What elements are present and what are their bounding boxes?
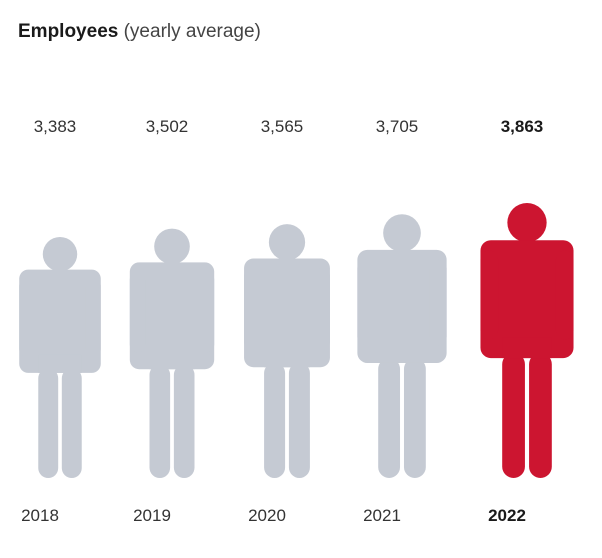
year-label-2019: 2019 [133, 506, 171, 525]
person-figure-2022 [480, 203, 574, 478]
value-label-2019: 3,502 [146, 117, 189, 136]
person-figure-2020 [244, 224, 330, 478]
person-figure-2021 [357, 214, 447, 478]
value-label-2020: 3,565 [261, 117, 304, 136]
value-label-2021: 3,705 [376, 117, 419, 136]
chart-subtitle: (yearly average) [123, 21, 261, 42]
chart-title-main: Employees [18, 21, 119, 42]
year-label-2020: 2020 [248, 506, 286, 525]
value-label-2018: 3,383 [34, 117, 77, 136]
chart-title: Employees (yearly average) [18, 20, 261, 44]
value-label-2022: 3,863 [501, 117, 544, 136]
year-label-2022: 2022 [488, 506, 526, 525]
person-figure-2019 [129, 228, 215, 478]
year-label-2018: 2018 [21, 506, 59, 525]
person-figure-2018 [19, 237, 101, 478]
year-label-2021: 2021 [363, 506, 401, 525]
